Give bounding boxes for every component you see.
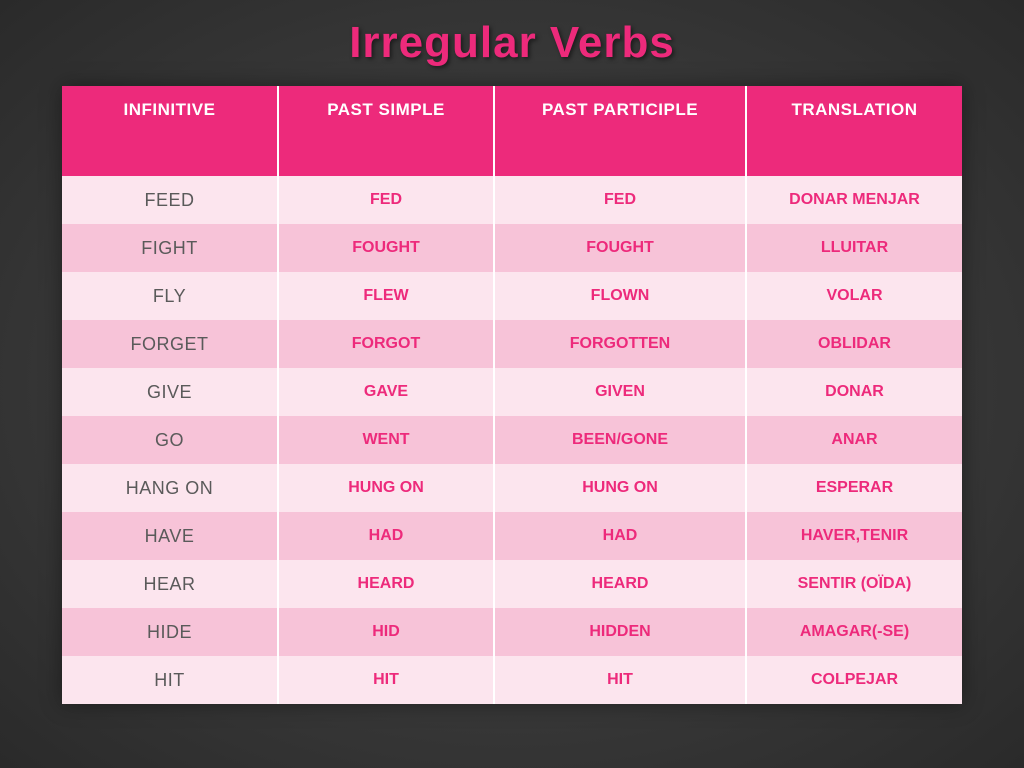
cell-infinitive: Fly <box>62 272 278 320</box>
cell-past-participle: Forgotten <box>494 320 746 368</box>
cell-infinitive: Forget <box>62 320 278 368</box>
table-row: GoWentBeen/GoneAnar <box>62 416 962 464</box>
cell-infinitive: Hang on <box>62 464 278 512</box>
cell-past-participle: Heard <box>494 560 746 608</box>
cell-past-participle: Hit <box>494 656 746 704</box>
verbs-table-container: INFINITIVE PAST SIMPLE PAST PARTICIPLE T… <box>62 86 962 704</box>
cell-past-participle: Had <box>494 512 746 560</box>
cell-past-simple: Fought <box>278 224 494 272</box>
cell-past-participle: Hung on <box>494 464 746 512</box>
table-row: FightFoughtFoughtlluitar <box>62 224 962 272</box>
cell-translation: lluitar <box>746 224 962 272</box>
table-row: HaveHadHadHaver,Tenir <box>62 512 962 560</box>
cell-infinitive: Hide <box>62 608 278 656</box>
cell-translation: Sentir (oïda) <box>746 560 962 608</box>
cell-translation: Volar <box>746 272 962 320</box>
cell-translation: Anar <box>746 416 962 464</box>
table-row: ForgetForgotForgottenOblidar <box>62 320 962 368</box>
cell-past-simple: Went <box>278 416 494 464</box>
cell-infinitive: Fight <box>62 224 278 272</box>
cell-translation: Haver,Tenir <box>746 512 962 560</box>
cell-translation: Donar menjar <box>746 176 962 224</box>
cell-past-participle: Given <box>494 368 746 416</box>
verbs-table: INFINITIVE PAST SIMPLE PAST PARTICIPLE T… <box>62 86 962 704</box>
cell-infinitive: Have <box>62 512 278 560</box>
cell-past-simple: Gave <box>278 368 494 416</box>
cell-past-simple: Hit <box>278 656 494 704</box>
cell-infinitive: Hit <box>62 656 278 704</box>
table-row: HearHeardHeardSentir (oïda) <box>62 560 962 608</box>
table-row: Hang onHung onHung onEsperar <box>62 464 962 512</box>
cell-past-simple: Flew <box>278 272 494 320</box>
cell-infinitive: Hear <box>62 560 278 608</box>
cell-past-simple: Hung on <box>278 464 494 512</box>
cell-past-participle: Been/Gone <box>494 416 746 464</box>
cell-past-simple: Forgot <box>278 320 494 368</box>
cell-past-participle: Hidden <box>494 608 746 656</box>
cell-translation: Amagar(-se) <box>746 608 962 656</box>
cell-translation: Colpejar <box>746 656 962 704</box>
col-past-simple: PAST SIMPLE <box>278 86 494 176</box>
cell-past-simple: Had <box>278 512 494 560</box>
table-row: FeedFedFedDonar menjar <box>62 176 962 224</box>
table-row: HideHidHiddenAmagar(-se) <box>62 608 962 656</box>
cell-past-participle: Flown <box>494 272 746 320</box>
table-row: HitHitHitColpejar <box>62 656 962 704</box>
cell-past-participle: Fought <box>494 224 746 272</box>
header-row: INFINITIVE PAST SIMPLE PAST PARTICIPLE T… <box>62 86 962 176</box>
cell-past-simple: Fed <box>278 176 494 224</box>
cell-translation: Esperar <box>746 464 962 512</box>
cell-translation: Donar <box>746 368 962 416</box>
cell-infinitive: Give <box>62 368 278 416</box>
page-title: Irregular Verbs <box>349 18 675 68</box>
table-row: GiveGaveGivenDonar <box>62 368 962 416</box>
col-infinitive: INFINITIVE <box>62 86 278 176</box>
cell-infinitive: Go <box>62 416 278 464</box>
cell-past-simple: Hid <box>278 608 494 656</box>
table-row: FlyFlewFlownVolar <box>62 272 962 320</box>
col-translation: TRANSLATION <box>746 86 962 176</box>
cell-translation: Oblidar <box>746 320 962 368</box>
cell-past-simple: Heard <box>278 560 494 608</box>
cell-infinitive: Feed <box>62 176 278 224</box>
col-past-participle: PAST PARTICIPLE <box>494 86 746 176</box>
cell-past-participle: Fed <box>494 176 746 224</box>
